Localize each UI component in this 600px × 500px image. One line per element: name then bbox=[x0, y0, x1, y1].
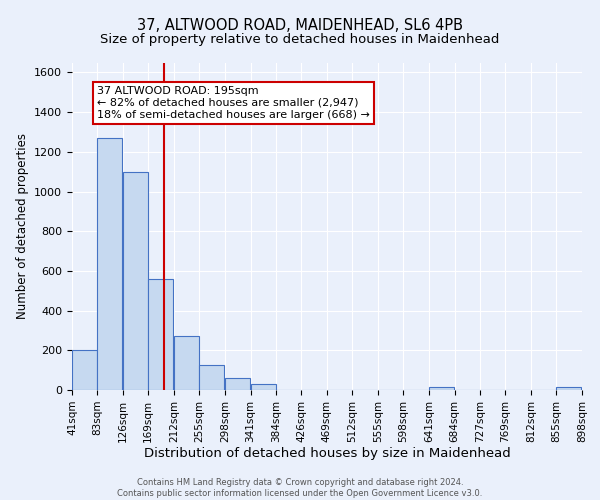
Bar bbox=[174, 336, 199, 390]
Text: Contains HM Land Registry data © Crown copyright and database right 2024.
Contai: Contains HM Land Registry data © Crown c… bbox=[118, 478, 482, 498]
Text: 37, ALTWOOD ROAD, MAIDENHEAD, SL6 4PB: 37, ALTWOOD ROAD, MAIDENHEAD, SL6 4PB bbox=[137, 18, 463, 32]
X-axis label: Distribution of detached houses by size in Maidenhead: Distribution of detached houses by size … bbox=[143, 448, 511, 460]
Bar bbox=[97, 138, 122, 390]
Bar bbox=[556, 387, 581, 390]
Bar bbox=[199, 365, 224, 390]
Bar bbox=[429, 387, 454, 390]
Bar bbox=[122, 172, 148, 390]
Bar bbox=[225, 378, 250, 390]
Text: Size of property relative to detached houses in Maidenhead: Size of property relative to detached ho… bbox=[100, 32, 500, 46]
Y-axis label: Number of detached properties: Number of detached properties bbox=[16, 133, 29, 320]
Bar bbox=[251, 384, 275, 390]
Bar bbox=[72, 350, 97, 390]
Text: 37 ALTWOOD ROAD: 195sqm
← 82% of detached houses are smaller (2,947)
18% of semi: 37 ALTWOOD ROAD: 195sqm ← 82% of detache… bbox=[97, 86, 370, 120]
Bar bbox=[148, 279, 173, 390]
